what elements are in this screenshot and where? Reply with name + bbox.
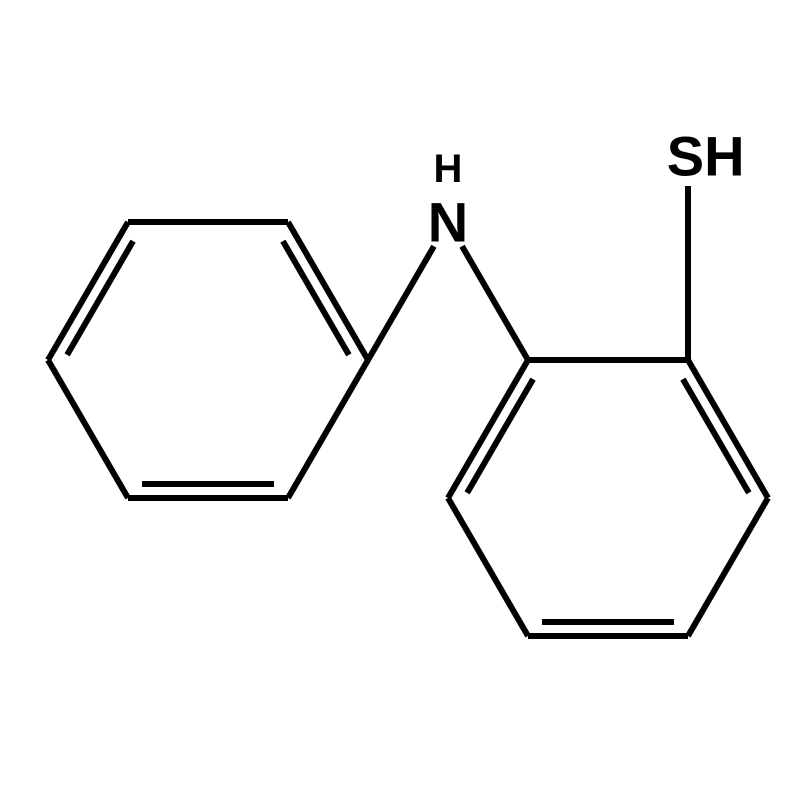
labels-layer: N H SH — [428, 125, 745, 254]
bond — [688, 360, 768, 498]
bond — [448, 360, 528, 498]
bond — [288, 222, 368, 360]
bond — [467, 379, 533, 493]
bond — [48, 222, 128, 360]
bonds-layer — [48, 186, 768, 636]
bond — [288, 360, 368, 498]
bond — [48, 360, 128, 498]
thiol-label: SH — [667, 125, 745, 188]
nitrogen-h-label: H — [434, 147, 463, 191]
bond — [283, 241, 349, 355]
bond — [448, 498, 528, 636]
bond — [683, 379, 749, 493]
bond — [67, 241, 133, 355]
molecule-canvas: N H SH — [0, 0, 800, 800]
bond — [688, 498, 768, 636]
bond — [368, 246, 434, 360]
nitrogen-label: N — [428, 191, 468, 254]
bond — [462, 246, 528, 360]
